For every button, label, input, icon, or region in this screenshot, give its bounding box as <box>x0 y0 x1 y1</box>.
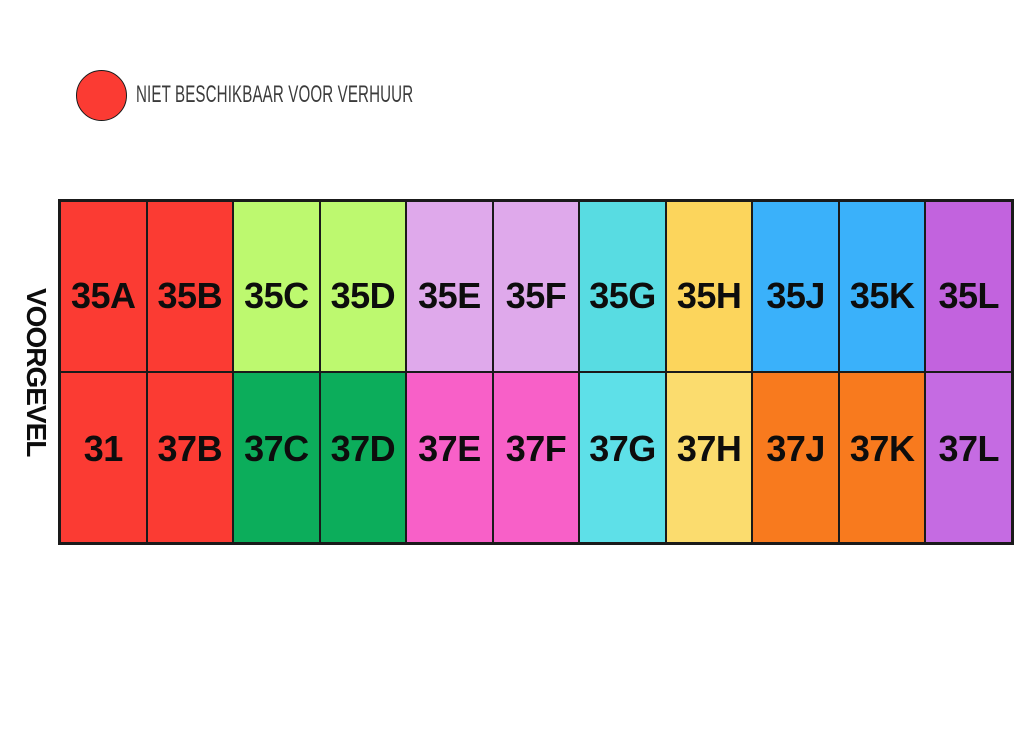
unit-label: 37J <box>766 427 825 469</box>
unit-cell-35a: 35A <box>61 202 146 371</box>
unit-cell-35h: 35H <box>666 202 752 371</box>
unit-cell-31: 31 <box>61 373 146 542</box>
unit-cell-37l: 37L <box>926 373 1011 542</box>
unit-label: 37B <box>157 427 223 469</box>
unit-cell-37e: 37E <box>407 373 492 542</box>
unit-label: 35A <box>70 274 136 316</box>
unit-cell-35k: 35K <box>839 202 925 371</box>
not-available-icon <box>76 69 127 121</box>
unit-label: 35E <box>418 274 481 316</box>
unit-label: 37F <box>505 427 567 469</box>
unit-label: 37C <box>244 427 309 469</box>
unit-cell-35d: 35D <box>320 202 406 371</box>
unit-label: 35K <box>849 274 915 316</box>
unit-label: 35C <box>244 274 309 316</box>
unit-label: 35D <box>330 274 396 316</box>
units-grid: 35A 35B 35C 35D 35E 35F 35G 35H 35J 35K … <box>58 199 1014 545</box>
unit-cell-37k: 37K <box>839 373 925 542</box>
unit-cell-37g: 37G <box>580 373 665 542</box>
unit-cell-37f: 37F <box>493 373 579 542</box>
unit-cell-35f: 35F <box>493 202 579 371</box>
legend-label: NIET BESCHIKBAAR VOOR VERHUUR <box>136 81 414 108</box>
unit-label: 35H <box>676 274 742 316</box>
unit-label: 35J <box>766 274 825 316</box>
unit-cell-35j: 35J <box>753 202 838 371</box>
unit-label: 37D <box>330 427 396 469</box>
unit-cell-37c: 37C <box>234 373 319 542</box>
unit-cell-37d: 37D <box>320 373 406 542</box>
unit-cell-35l: 35L <box>926 202 1011 371</box>
unit-label: 37H <box>676 427 742 469</box>
unit-cell-37b: 37B <box>147 373 233 542</box>
unit-label: 35G <box>589 274 656 316</box>
unit-label: 31 <box>83 427 124 469</box>
unit-cell-35b: 35B <box>147 202 233 371</box>
unit-cell-37h: 37H <box>666 373 752 542</box>
unit-label: 37G <box>589 427 656 469</box>
unit-cell-35e: 35E <box>407 202 492 371</box>
unit-label: 37E <box>418 427 481 469</box>
facade-side-label: VOORGEVEL <box>21 287 52 457</box>
unit-label: 35B <box>157 274 223 316</box>
legend: NIET BESCHIKBAAR VOOR VERHUUR <box>76 68 576 122</box>
unit-cell-35c: 35C <box>234 202 319 371</box>
unit-cell-35g: 35G <box>580 202 665 371</box>
unit-label: 37L <box>938 427 999 469</box>
unit-label: 35F <box>505 274 567 316</box>
unit-cell-37j: 37J <box>753 373 838 542</box>
unit-label: 37K <box>849 427 915 469</box>
unit-label: 35L <box>938 274 999 316</box>
